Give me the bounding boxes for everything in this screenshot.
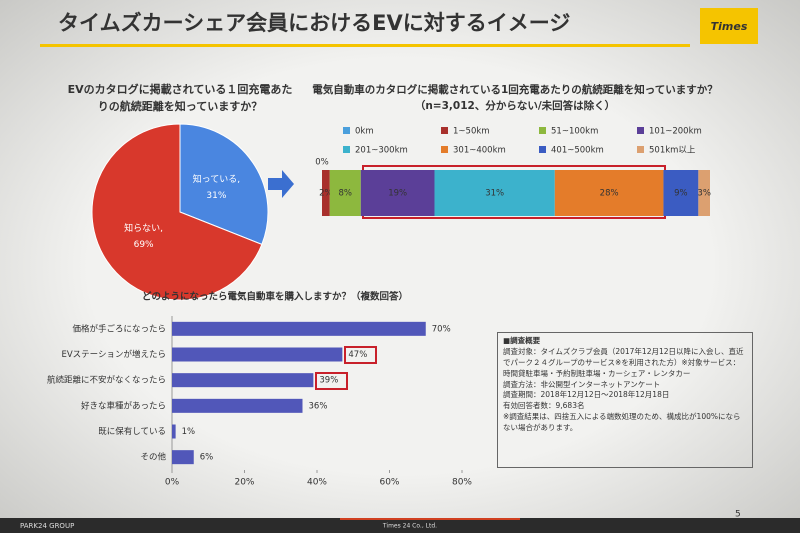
bar-segment: [663, 170, 699, 216]
bar: [172, 321, 426, 336]
arrow: [268, 170, 294, 198]
y-tick-label: 好きな車種があったら: [81, 400, 166, 411]
value-label: 47%: [348, 350, 367, 360]
bar-segment: [554, 170, 664, 216]
title-underline: [40, 44, 690, 47]
survey-heading: ■調査概要: [503, 336, 541, 345]
bar-segment: [360, 170, 435, 216]
legend-label: 51~100km: [551, 127, 598, 137]
legend-label: 0km: [355, 127, 374, 137]
value-label: 39%: [319, 376, 338, 386]
slide-title: タイムズカーシェア会員におけるEVに対するイメージ: [58, 11, 570, 35]
x-tick-label: 80%: [452, 478, 472, 488]
legend-swatch: [637, 127, 644, 134]
legend-label: 301~400km: [453, 146, 506, 156]
legend-label: 101~200km: [649, 127, 702, 137]
bar-segment: [698, 170, 710, 216]
value-label: 9%: [674, 189, 688, 199]
legend-swatch: [637, 146, 644, 153]
value-label: 2%: [319, 189, 333, 199]
legend-swatch: [343, 146, 350, 153]
bar-segment: [322, 170, 330, 216]
footer-bar: [0, 518, 800, 533]
pie-slice: [91, 123, 263, 301]
page-number: 5: [735, 510, 741, 520]
chart-title: りの航続距離を知っていますか？: [98, 99, 262, 113]
legend-swatch: [539, 146, 546, 153]
y-tick-label: 既に保有している: [98, 426, 166, 437]
footer-center: Times 24 Co., Ltd.: [382, 523, 437, 530]
value-label: 70%: [432, 324, 451, 334]
survey-line: ※調査結果は、四捨五入による端数処理のため、構成比が100%にならない場合があり…: [503, 412, 741, 432]
chart-title: EVのカタログに掲載されている１回充電あた: [68, 82, 293, 96]
chart-title: 電気自動車のカタログに掲載されている1回充電あたりの航続距離を知っていますか？: [312, 83, 717, 96]
chart-title: （n=3,012、分からない/未回答は除く）: [415, 99, 615, 112]
value-label: 1%: [182, 427, 196, 437]
value-label: 6%: [200, 453, 214, 463]
slice-value: 69%: [134, 240, 154, 250]
bar: [172, 450, 194, 465]
logo: Times: [711, 20, 748, 33]
value-label: 31%: [485, 189, 504, 199]
highlight-box: [344, 346, 377, 364]
value-label: 0%: [315, 158, 329, 168]
legend-swatch: [539, 127, 546, 134]
slice-label: 知っている,: [193, 173, 240, 185]
y-tick-label: 価格が手ごろになったら: [72, 323, 166, 334]
survey-box: ■調査概要 調査対象：タイムズクラブ会員（2017年12月12日以降に入会し、直…: [497, 332, 753, 468]
legend-label: 1~50km: [453, 127, 490, 137]
legend-label: 201~300km: [355, 146, 408, 156]
survey-line: 調査対象：タイムズクラブ会員（2017年12月12日以降に入会し、直近でパーク２…: [503, 346, 744, 378]
slice-label: 知らない,: [124, 222, 163, 234]
value-label: 3%: [697, 189, 711, 199]
chart-title: どのようになったら電気自動車を購入しますか？（複数回答）: [142, 291, 408, 303]
x-tick-label: 60%: [379, 478, 399, 488]
x-tick-label: 40%: [307, 478, 327, 488]
value-label: 19%: [388, 189, 407, 199]
legend-label: 501km以上: [649, 146, 696, 156]
bar-segment: [329, 170, 361, 216]
highlight-box: [315, 372, 348, 390]
value-label: 28%: [600, 189, 619, 199]
pie-slice: [179, 123, 269, 246]
bar-segment: [434, 170, 555, 216]
legend-swatch: [343, 127, 350, 134]
bar: [172, 373, 314, 388]
survey-line: 調査期間：2018年12月12日～2018年12月18日: [503, 390, 670, 400]
x-tick-label: 20%: [234, 478, 254, 488]
y-tick-label: 航続距離に不安がなくなったら: [47, 375, 166, 386]
bar: [172, 398, 303, 413]
value-label: 36%: [309, 401, 328, 411]
bar: [172, 424, 176, 439]
y-tick-label: その他: [140, 452, 166, 463]
bar: [172, 347, 343, 362]
survey-line: 有効回答者数：9,683名: [503, 401, 585, 411]
slice-value: 31%: [206, 191, 226, 201]
survey-line: 調査方法：非公開型インターネットアンケート: [503, 379, 661, 389]
logo-box: [700, 8, 758, 44]
legend-swatch: [441, 146, 448, 153]
x-tick-label: 0%: [165, 478, 180, 488]
legend-swatch: [441, 127, 448, 134]
footer-left: PARK24 GROUP: [20, 522, 74, 530]
value-label: 8%: [339, 189, 353, 199]
legend-label: 401~500km: [551, 146, 604, 156]
y-tick-label: EVステーションが増えたら: [61, 349, 166, 360]
